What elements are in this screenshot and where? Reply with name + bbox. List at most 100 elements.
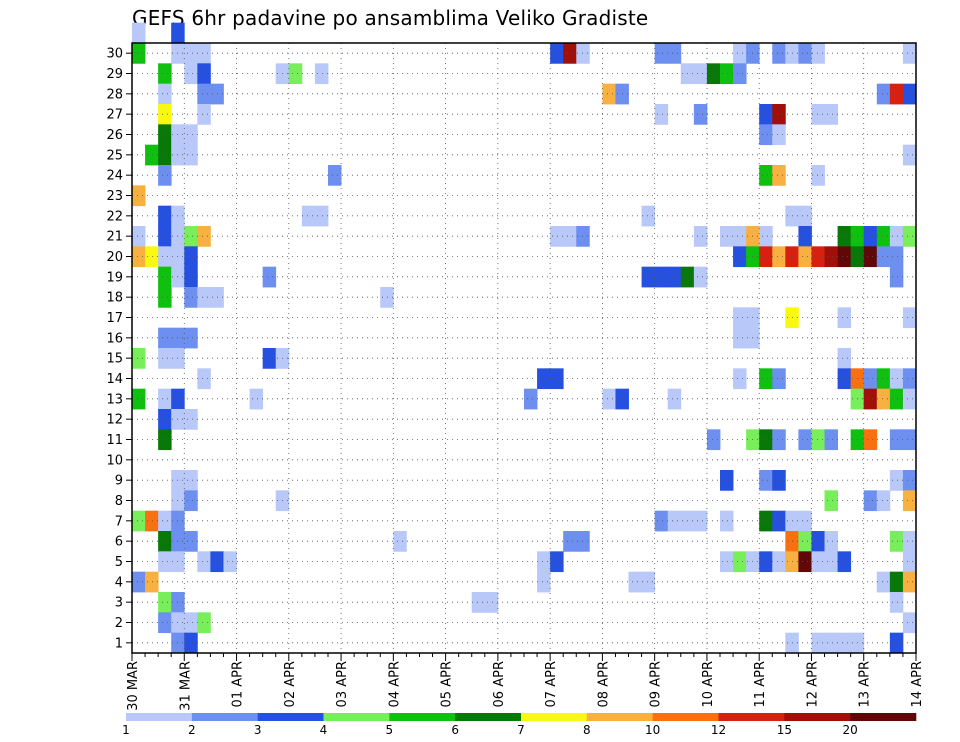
- heatmap-cell: [889, 470, 904, 491]
- heatmap-cell: [863, 226, 878, 247]
- heatmap-cell: [693, 266, 708, 288]
- heatmap-cell: [145, 246, 159, 268]
- heatmap-cell: [158, 409, 172, 430]
- heatmap-cell: [811, 429, 825, 451]
- heatmap-cell: [902, 144, 917, 166]
- y-tick-label: 29: [106, 67, 123, 82]
- colorbar-swatch: [191, 713, 258, 721]
- colorbar-swatch: [850, 713, 917, 721]
- heatmap-cell: [811, 551, 825, 573]
- heatmap-cell: [720, 470, 734, 491]
- heatmap-cell: [902, 612, 917, 634]
- heatmap-cell: [537, 571, 551, 593]
- heatmap-cell: [184, 632, 198, 654]
- heatmap-cell: [863, 368, 878, 390]
- heatmap-cell: [902, 307, 917, 329]
- heatmap-cell: [484, 592, 499, 613]
- y-tick-label: 2: [115, 616, 123, 631]
- heatmap-cell: [889, 246, 904, 268]
- colorbar-tick-label: 15: [777, 723, 792, 737]
- heatmap-cell: [158, 226, 172, 247]
- heatmap-cell: [889, 388, 904, 410]
- heatmap-cell: [524, 388, 538, 410]
- colorbar-tick-label: 2: [188, 723, 196, 737]
- y-tick-label: 1: [115, 636, 123, 651]
- heatmap-cell: [197, 63, 211, 85]
- heatmap-cell: [184, 531, 198, 552]
- heatmap-cell: [132, 226, 146, 247]
- y-tick-label: 28: [106, 87, 123, 102]
- heatmap-cell: [328, 165, 342, 186]
- heatmap-cell: [158, 551, 172, 573]
- heatmap-cell: [158, 429, 172, 451]
- heatmap-cell: [811, 632, 825, 654]
- heatmap-cell: [158, 592, 172, 613]
- y-tick-label: 21: [106, 230, 123, 245]
- heatmap-cell: [902, 226, 917, 247]
- heatmap-cell: [641, 571, 656, 593]
- heatmap-cell: [667, 43, 682, 64]
- heatmap-cell: [184, 612, 198, 634]
- heatmap-cell: [759, 368, 773, 390]
- heatmap-cell: [733, 327, 747, 349]
- heatmap-cell: [158, 144, 172, 166]
- heatmap-cell: [184, 124, 198, 146]
- heatmap-cell: [197, 612, 211, 634]
- chart-title: GEFS 6hr padavine po ansamblima Veliko G…: [132, 6, 649, 30]
- heatmap-cell: [641, 205, 656, 227]
- heatmap-cell: [772, 124, 786, 146]
- heatmap-cell: [889, 531, 904, 552]
- heatmap-cell: [197, 287, 211, 308]
- heatmap-cell: [902, 429, 917, 451]
- colorbar-swatch: [718, 713, 785, 721]
- heatmap-cell: [693, 63, 708, 85]
- heatmap-cell: [902, 490, 917, 512]
- heatmap-cell: [824, 551, 838, 573]
- heatmap-cell: [824, 246, 838, 268]
- x-tick-label: 14 APR: [910, 661, 925, 707]
- heatmap-cell: [667, 510, 682, 532]
- heatmap-cell: [184, 246, 198, 268]
- y-tick-label: 18: [106, 291, 123, 306]
- heatmap-cell: [733, 368, 747, 390]
- heatmap-cell: [798, 551, 812, 573]
- heatmap-cell: [550, 551, 564, 573]
- colorbar-swatch: [784, 713, 851, 721]
- heatmap-cell: [811, 43, 825, 64]
- y-tick-label: 14: [106, 372, 123, 387]
- heatmap-cell: [654, 104, 669, 125]
- heatmap-cell: [628, 571, 642, 593]
- y-tick-label: 26: [106, 128, 123, 143]
- colorbar-tick-label: 6: [451, 723, 459, 737]
- heatmap-cell: [693, 226, 708, 247]
- y-tick-label: 3: [115, 596, 123, 611]
- heatmap-cell: [654, 510, 669, 532]
- heatmap-cell: [733, 307, 747, 329]
- heatmap-cell: [759, 510, 773, 532]
- heatmap-cell: [262, 348, 277, 369]
- heatmap-cell: [837, 348, 852, 369]
- heatmap-cell: [876, 246, 891, 268]
- heatmap-cell: [876, 490, 891, 512]
- heatmap-cell: [184, 287, 198, 308]
- heatmap-cell: [537, 551, 551, 573]
- heatmap-cell: [772, 246, 786, 268]
- heatmap-cell: [563, 226, 577, 247]
- heatmap-cell: [693, 510, 708, 532]
- heatmap-cell: [132, 246, 146, 268]
- heatmap-cell: [550, 368, 564, 390]
- heatmap-cell: [811, 531, 825, 552]
- heatmap-cell: [197, 226, 211, 247]
- heatmap-cell: [720, 226, 734, 247]
- heatmap-cell: [889, 368, 904, 390]
- y-tick-label: 4: [115, 575, 123, 590]
- heatmap-cell: [314, 205, 329, 227]
- heatmap-cells: [132, 22, 917, 654]
- heatmap-cell: [798, 43, 812, 64]
- colorbar-swatch: [521, 713, 588, 721]
- heatmap-cell: [132, 388, 146, 410]
- heatmap-cell: [158, 63, 172, 85]
- heatmap-cell: [772, 368, 786, 390]
- heatmap-cell: [837, 551, 852, 573]
- heatmap-cell: [158, 165, 172, 186]
